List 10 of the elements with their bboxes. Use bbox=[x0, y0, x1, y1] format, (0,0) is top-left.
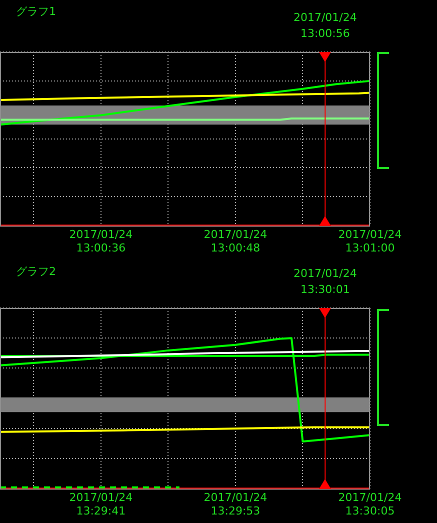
x-tick-label: 2017/01/24 13:00:48 bbox=[204, 228, 268, 254]
x-tick-label: 2017/01/24 13:30:05 bbox=[338, 491, 402, 518]
chart-title: グラフ2 bbox=[16, 264, 56, 278]
chart-title: グラフ1 bbox=[16, 4, 56, 18]
x-tick-label: 2017/01/24 13:00:36 bbox=[69, 228, 133, 254]
x-tick-label: 2017/01/24 13:01:00 bbox=[338, 228, 402, 254]
ref-line-label: 2017/01/24 13:30:01 bbox=[293, 266, 357, 296]
ref-line-label: 2017/01/24 13:00:56 bbox=[293, 10, 357, 40]
x-tick-label: 2017/01/24 13:29:53 bbox=[204, 491, 268, 518]
x-tick-label: 2017/01/24 13:29:41 bbox=[69, 491, 133, 518]
